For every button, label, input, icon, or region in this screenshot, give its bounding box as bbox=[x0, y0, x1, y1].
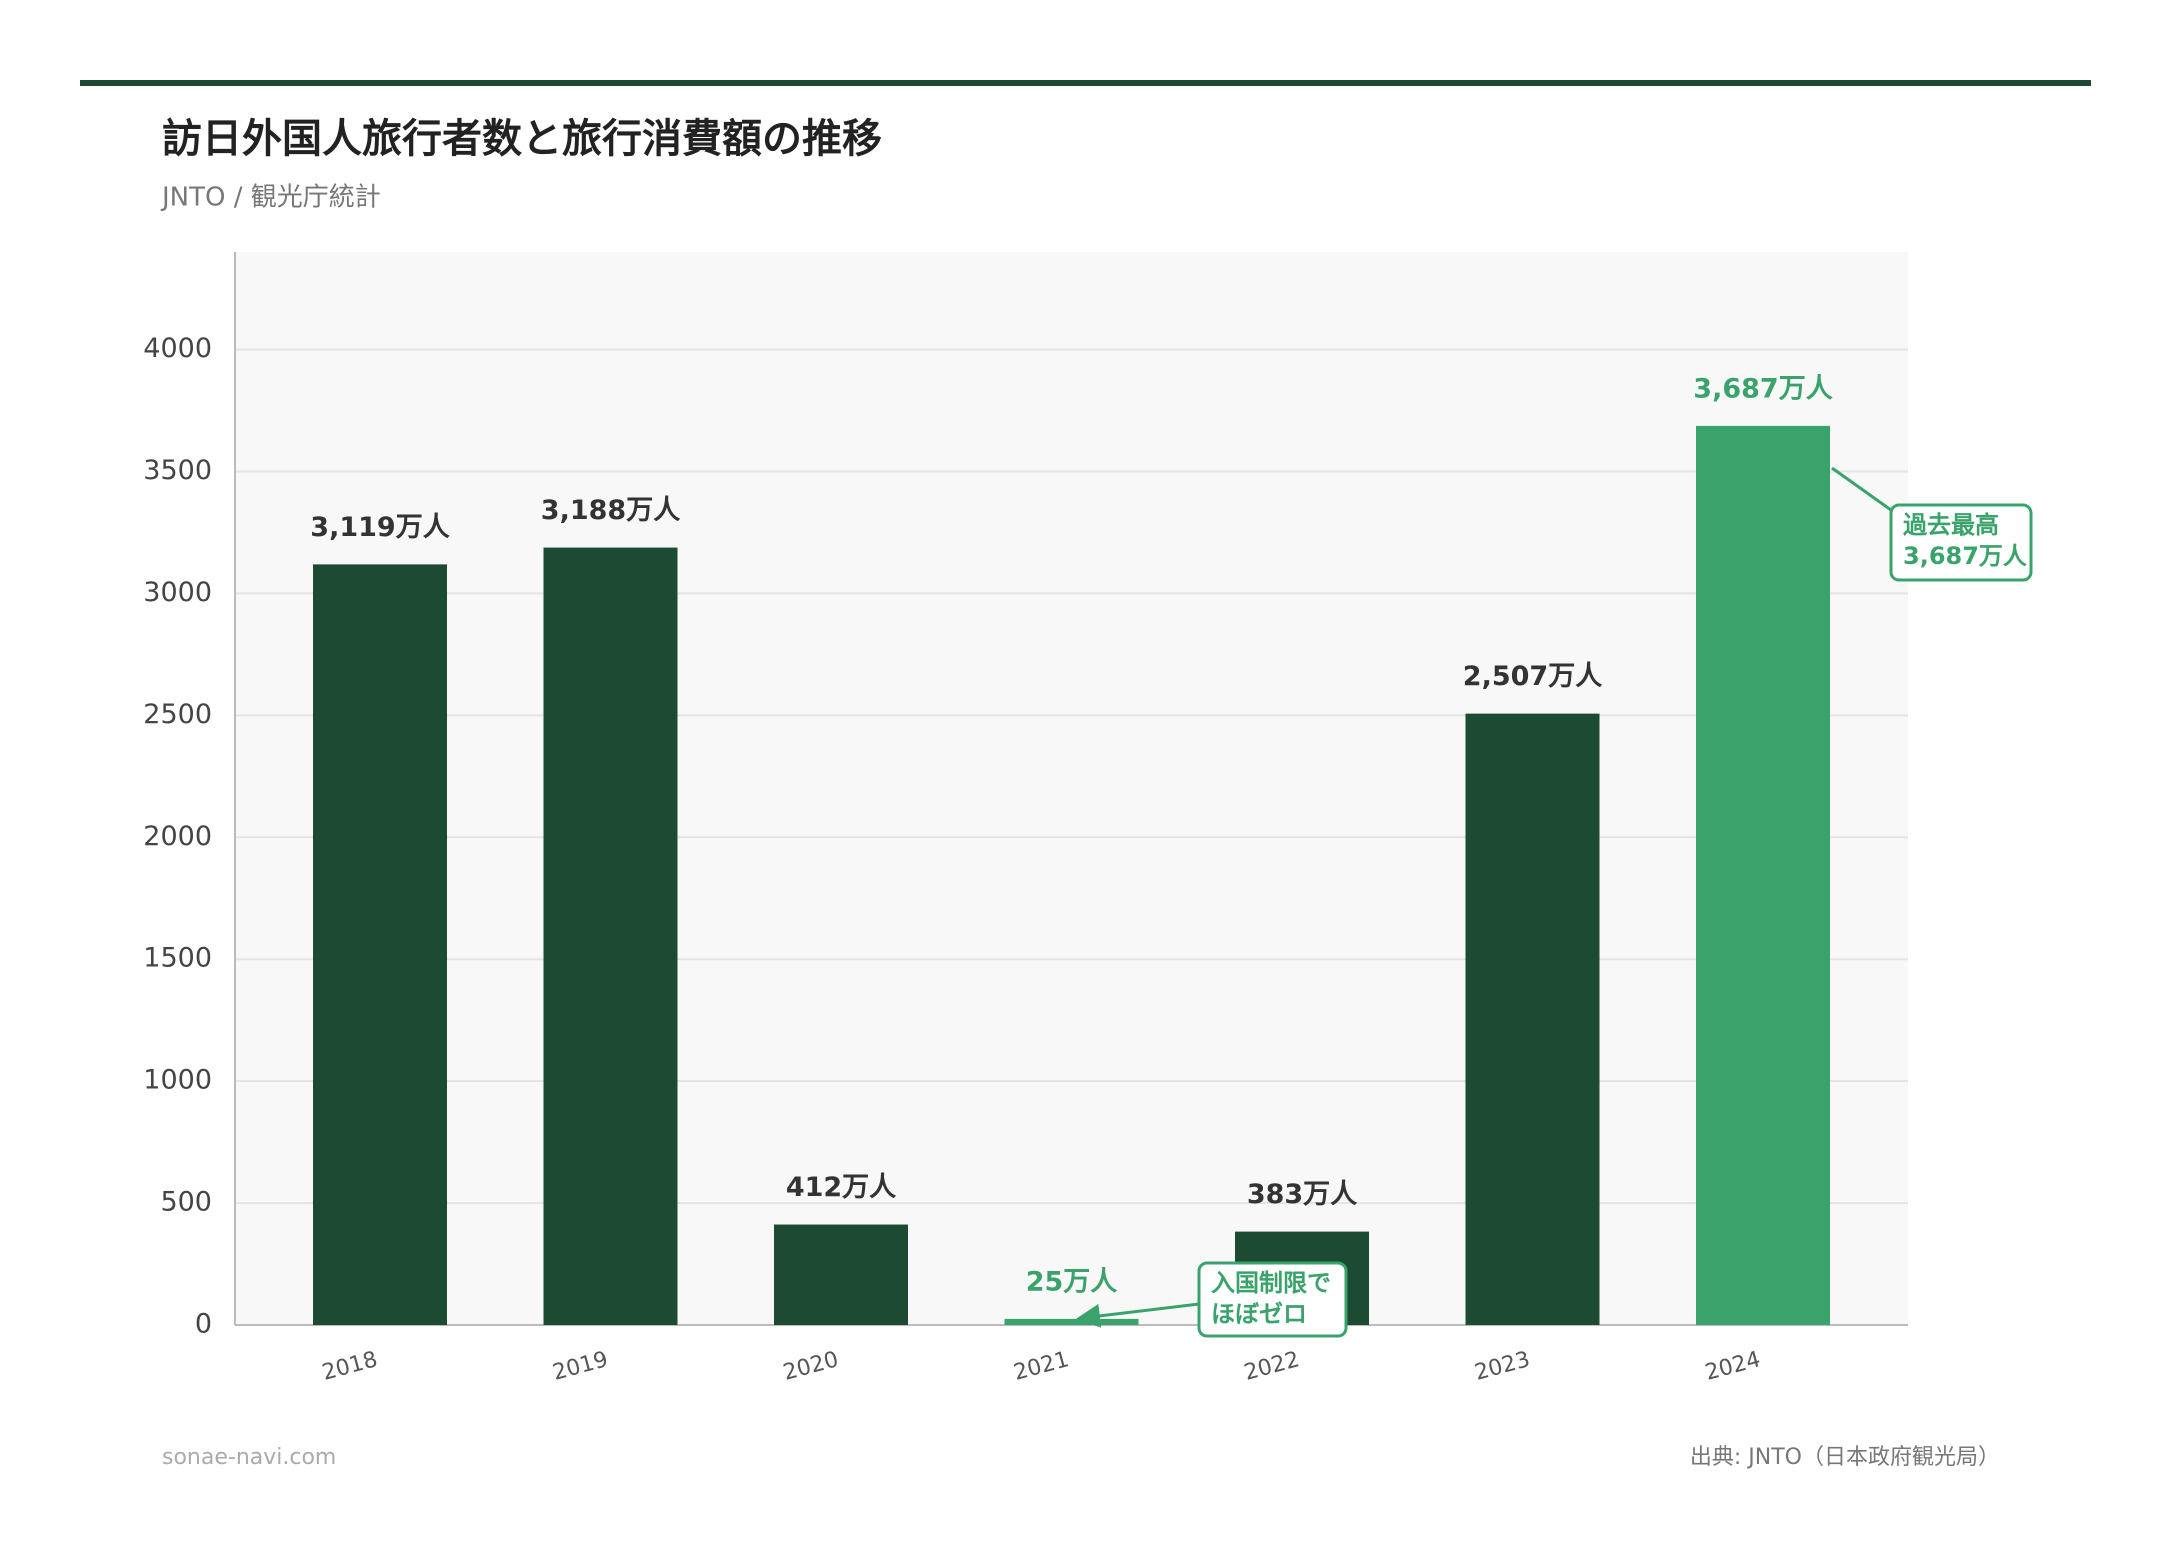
value-label: 3,119万人 bbox=[310, 512, 449, 543]
x-tick-label: 2018 bbox=[320, 1347, 381, 1386]
top-rule bbox=[80, 80, 2091, 86]
bar bbox=[543, 547, 678, 1325]
chart-subtitle: JNTO / 観光庁統計 bbox=[160, 183, 381, 213]
x-tick-label: 2022 bbox=[1242, 1347, 1303, 1386]
annotation-line bbox=[1076, 1302, 1200, 1328]
annotation-text: ほぼゼロ bbox=[1211, 1300, 1307, 1328]
y-tick-label: 1500 bbox=[143, 943, 212, 974]
value-label: 3,687万人 bbox=[1693, 373, 1832, 404]
y-tick-label: 4000 bbox=[143, 333, 212, 364]
footer-site: sonae-navi.com bbox=[162, 1445, 336, 1470]
chart-title: 訪日外国人旅行者数と旅行消費額の推移 bbox=[162, 116, 882, 162]
value-label: 25万人 bbox=[1026, 1266, 1118, 1297]
bar bbox=[313, 564, 447, 1325]
x-tick-label: 2023 bbox=[1472, 1347, 1533, 1386]
bar bbox=[1004, 1318, 1139, 1325]
plot-area bbox=[235, 252, 1908, 1325]
bar bbox=[1696, 425, 1830, 1326]
value-label: 412万人 bbox=[786, 1172, 896, 1203]
y-tick-label: 1000 bbox=[143, 1065, 212, 1096]
annotation-text: 3,687万人 bbox=[1903, 542, 2027, 570]
x-tick-label: 2024 bbox=[1703, 1347, 1764, 1386]
x-tick-label: 2021 bbox=[1011, 1347, 1072, 1386]
value-label: 2,507万人 bbox=[1463, 661, 1602, 692]
y-tick-label: 0 bbox=[195, 1309, 212, 1340]
y-tick-label: 2500 bbox=[143, 699, 212, 730]
y-tick-label: 3000 bbox=[143, 577, 212, 608]
annotation-text: 過去最高 bbox=[1903, 511, 1999, 539]
bar bbox=[774, 1224, 908, 1325]
x-tick-label: 2019 bbox=[550, 1347, 611, 1386]
y-tick-label: 2000 bbox=[143, 821, 212, 852]
source: 出典: JNTO（日本政府観光局） bbox=[1690, 1445, 2000, 1470]
annotation-text: 入国制限で bbox=[1211, 1269, 1331, 1297]
value-label: 383万人 bbox=[1247, 1179, 1357, 1210]
annotation-box bbox=[1197, 1261, 1348, 1338]
x-tick-label: 2020 bbox=[781, 1347, 842, 1386]
y-tick-label: 500 bbox=[160, 1187, 212, 1218]
value-label: 3,188万人 bbox=[541, 495, 680, 526]
annotation-line bbox=[1831, 466, 1892, 512]
annotation-box bbox=[1889, 503, 2033, 582]
y-tick-label: 3500 bbox=[143, 455, 212, 486]
bar bbox=[1465, 713, 1600, 1325]
